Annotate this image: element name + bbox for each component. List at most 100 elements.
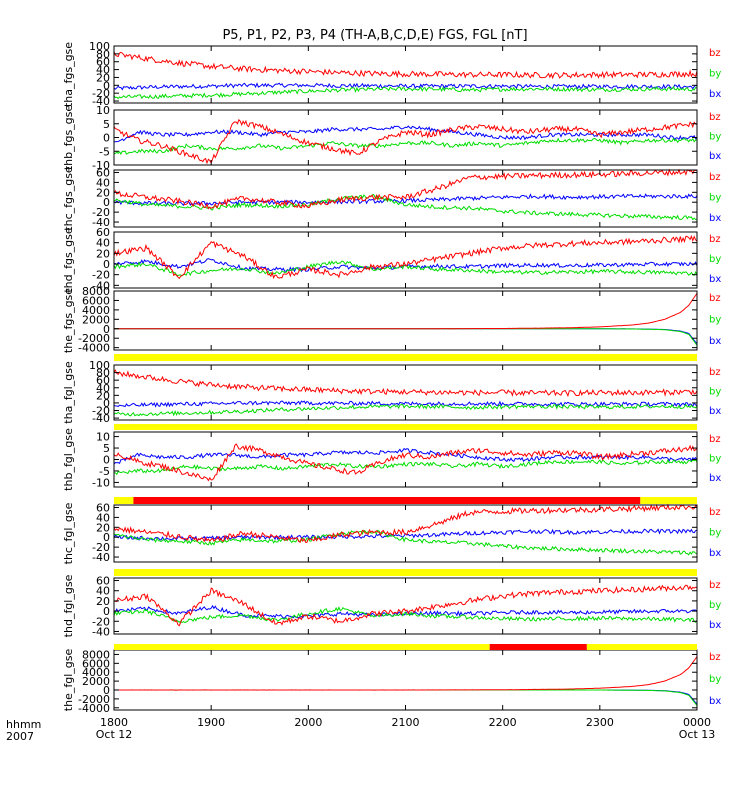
- y-tick-label: 60: [96, 226, 110, 239]
- y-tick-label: 4000: [82, 304, 110, 317]
- legend-label-bx: bx: [709, 406, 721, 417]
- legend-label-by: by: [709, 387, 721, 398]
- y-tick-label: -5: [99, 465, 110, 478]
- flag-segment-yellow: [586, 644, 697, 650]
- legend-label-by: by: [709, 674, 721, 685]
- legend-label-bz: bz: [709, 112, 721, 123]
- y-tick-label: -20: [92, 405, 110, 418]
- series-line-bz-3: [113, 234, 698, 280]
- x-date-label: Oct 12: [96, 728, 133, 741]
- y-tick-label: -40: [92, 95, 110, 108]
- legend-label-bz: bz: [709, 48, 721, 59]
- legend-label-by: by: [709, 315, 721, 326]
- x-date-label: Oct 13: [679, 728, 716, 741]
- series-line-by-0: [113, 86, 698, 100]
- panel-ylabel: thb_fgs_gse: [62, 105, 75, 171]
- legend-label-by: by: [709, 528, 721, 539]
- y-tick-label: -10: [92, 476, 110, 489]
- x-tick-label: 2200: [489, 716, 517, 729]
- x-tick-label: 1800: [100, 716, 128, 729]
- series-line-by-9: [114, 689, 698, 706]
- y-tick-label: 6000: [82, 657, 110, 670]
- panel-frame-3: [113, 231, 698, 289]
- y-tick-label: -40: [92, 279, 110, 292]
- panel-ylabel: thd_fgs_gse: [62, 227, 75, 293]
- y-tick-label: -40: [92, 412, 110, 425]
- flag-segment-red: [133, 497, 641, 504]
- x-tick-label: 1900: [197, 716, 225, 729]
- y-tick-label: 60: [96, 575, 110, 588]
- legend-label-by: by: [709, 132, 721, 143]
- y-tick-label: -5: [99, 145, 110, 158]
- y-tick-label: 60: [96, 56, 110, 69]
- y-tick-label: 0: [103, 258, 110, 271]
- y-tick-label: -40: [92, 216, 110, 229]
- flag-segment-yellow: [114, 569, 697, 576]
- y-tick-label: 10: [96, 431, 110, 444]
- series-line-by-4: [114, 328, 698, 346]
- series-line-bz-5: [113, 369, 698, 398]
- y-tick-label: 5: [103, 442, 110, 455]
- series-line-bz-7: [113, 503, 698, 544]
- series-line-bx-4: [113, 328, 698, 345]
- legend-label-bx: bx: [709, 473, 721, 484]
- legend-label-bx: bx: [709, 89, 721, 100]
- legend-label-by: by: [709, 254, 721, 265]
- legend-label-by: by: [709, 193, 721, 204]
- y-tick-label: 0: [103, 397, 110, 410]
- y-tick-label: 60: [96, 501, 110, 514]
- y-tick-label: 8000: [82, 648, 110, 661]
- y-tick-label: 40: [96, 64, 110, 77]
- flag-segment-yellow: [114, 424, 697, 430]
- y-tick-label: -20: [92, 615, 110, 628]
- y-tick-label: -4000: [78, 702, 110, 715]
- panel-frame-4: [113, 290, 698, 351]
- y-tick-label: -20: [92, 206, 110, 219]
- y-tick-label: -4000: [78, 342, 110, 355]
- legend-label-bz: bz: [709, 580, 721, 591]
- series-line-bz-9: [114, 656, 698, 691]
- series-line-by-6: [113, 458, 698, 476]
- y-tick-label: -40: [92, 625, 110, 638]
- panel-frame-1: [113, 109, 698, 166]
- series-line-bx-9: [114, 689, 698, 705]
- y-tick-label: 5: [103, 118, 110, 131]
- panel-frame-9: [113, 649, 698, 711]
- legend-label-bz: bz: [709, 434, 721, 445]
- series-line-by-5: [113, 403, 698, 417]
- flag-segment-yellow: [640, 497, 697, 504]
- panel-frame-8: [113, 577, 698, 635]
- y-tick-label: 80: [96, 48, 110, 61]
- series-line-bx-0: [113, 82, 698, 91]
- y-tick-label: 0: [103, 132, 110, 145]
- legend-label-bx: bx: [709, 213, 721, 224]
- flag-segment-yellow: [114, 354, 697, 361]
- time-axis-label: hhmm: [6, 718, 41, 731]
- y-tick-label: 0: [103, 196, 110, 209]
- series-line-bx-2: [113, 193, 698, 207]
- series-line-by-2: [113, 193, 698, 221]
- legend-label-bz: bz: [709, 652, 721, 663]
- legend-label-by: by: [709, 600, 721, 611]
- y-tick-label: 20: [96, 389, 110, 402]
- time-axis-year: 2007: [6, 730, 34, 743]
- x-tick-label: 0000: [683, 716, 711, 729]
- y-tick-label: -10: [92, 159, 110, 172]
- y-tick-label: 0: [103, 323, 110, 336]
- y-tick-label: 20: [96, 71, 110, 84]
- flag-segment-yellow: [114, 644, 490, 650]
- y-tick-label: 40: [96, 585, 110, 598]
- y-tick-label: 0: [103, 454, 110, 467]
- legend-label-bz: bz: [709, 234, 721, 245]
- y-tick-label: 40: [96, 176, 110, 189]
- x-tick-label: 2000: [294, 716, 322, 729]
- y-tick-label: 0: [103, 531, 110, 544]
- y-tick-label: -2000: [78, 693, 110, 706]
- y-tick-label: 20: [96, 595, 110, 608]
- y-tick-label: -2000: [78, 332, 110, 345]
- legend-label-bz: bz: [709, 507, 721, 518]
- legend-label-bx: bx: [709, 620, 721, 631]
- series-line-bx-1: [113, 125, 698, 143]
- y-tick-label: 40: [96, 511, 110, 524]
